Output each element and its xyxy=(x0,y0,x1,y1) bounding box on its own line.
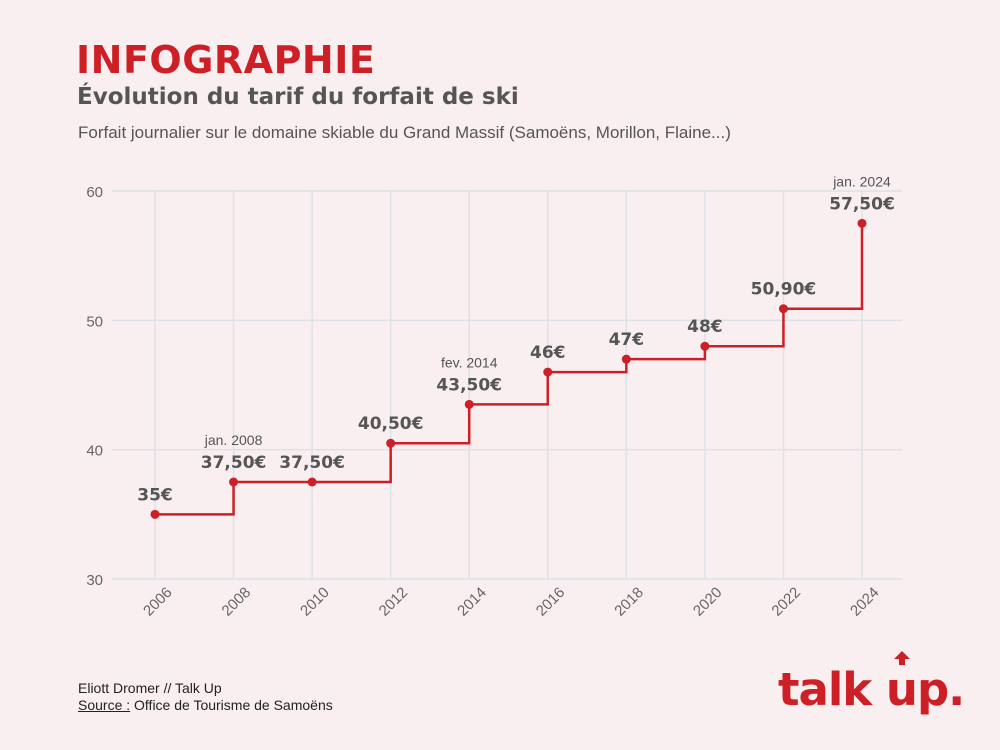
x-tick-label-2018: 2018 xyxy=(611,584,647,620)
source-credit: Source : Office de Tourisme de Samoëns xyxy=(78,697,333,714)
infographic-title: INFOGRAPHIE xyxy=(76,38,376,82)
data-point-2012 xyxy=(386,438,396,448)
data-point-2010 xyxy=(307,477,317,487)
logo-text-u: u xyxy=(885,663,918,716)
data-note-2008: jan. 2008 xyxy=(204,432,263,448)
data-point-2020 xyxy=(700,341,710,351)
source-label: Source : xyxy=(78,697,131,713)
series-step-line xyxy=(155,223,864,516)
data-point-2008 xyxy=(229,477,239,487)
author-credit: Eliott Dromer // Talk Up xyxy=(78,680,222,696)
data-label-2020: 48€ xyxy=(687,317,723,337)
data-label-2006: 35€ xyxy=(137,485,173,505)
y-tick-label-60: 60 xyxy=(86,184,103,201)
step-line-chart: 30 40 50 60 2006 2008 2010 2012 2014 2016 2018 2020… xyxy=(86,173,902,620)
chart-axis-labels: 30 40 50 60 2006 2008 2010 2012 2014 2016 2018 2020… xyxy=(86,184,882,620)
x-tick-label-2010: 2010 xyxy=(297,584,333,620)
data-note-2024: jan. 2024 xyxy=(832,173,891,189)
data-label-2016: 46€ xyxy=(530,343,566,363)
logo-text-talk: talk xyxy=(778,663,886,716)
up-arrow-icon xyxy=(893,651,910,665)
x-tick-label-2020: 2020 xyxy=(690,584,726,620)
data-label-2010: 37,50€ xyxy=(279,453,345,473)
data-label-2018: 47€ xyxy=(609,330,645,350)
data-label-2012: 40,50€ xyxy=(358,414,424,434)
logo-u-with-arrow: u xyxy=(885,651,918,720)
data-point-2016 xyxy=(543,367,553,377)
footer-credits: Eliott Dromer // Talk Up Source : Office… xyxy=(78,680,333,714)
y-tick-label-50: 50 xyxy=(86,313,103,330)
x-tick-label-2024: 2024 xyxy=(847,584,883,620)
x-tick-label-2014: 2014 xyxy=(454,584,490,620)
data-point-2024 xyxy=(857,218,867,228)
chart-grid xyxy=(112,190,902,580)
x-tick-label-2016: 2016 xyxy=(533,584,569,620)
x-tick-label-2008: 2008 xyxy=(219,584,255,620)
y-tick-label-40: 40 xyxy=(86,443,103,460)
data-point-2018 xyxy=(621,354,631,364)
logo-text-p: p. xyxy=(916,663,965,716)
chart-description: Forfait journalier sur le domaine skiabl… xyxy=(78,123,731,142)
chart-data-labels: 35€ 37,50€ jan. 2008 37,50€ 40,50€ 43,50€ fev.… xyxy=(137,173,895,505)
source-text: Office de Tourisme de Samoëns xyxy=(130,697,333,713)
y-tick-label-30: 30 xyxy=(86,572,103,589)
data-point-2006 xyxy=(150,509,160,519)
talk-up-logo: talk up. xyxy=(778,651,965,720)
x-tick-label-2022: 2022 xyxy=(768,584,804,620)
x-tick-label-2006: 2006 xyxy=(140,584,176,620)
data-label-2014: 43,50€ xyxy=(436,375,502,395)
data-label-2022: 50,90€ xyxy=(751,280,817,300)
data-label-2024: 57,50€ xyxy=(829,194,895,214)
infographic-subtitle: Évolution du tarif du forfait de ski xyxy=(77,84,519,110)
chart-series xyxy=(150,218,867,519)
x-tick-label-2012: 2012 xyxy=(376,584,412,620)
data-note-2014: fev. 2014 xyxy=(441,354,498,370)
data-point-2022 xyxy=(778,304,788,314)
data-label-2008: 37,50€ xyxy=(201,453,267,473)
data-point-2014 xyxy=(464,399,474,409)
